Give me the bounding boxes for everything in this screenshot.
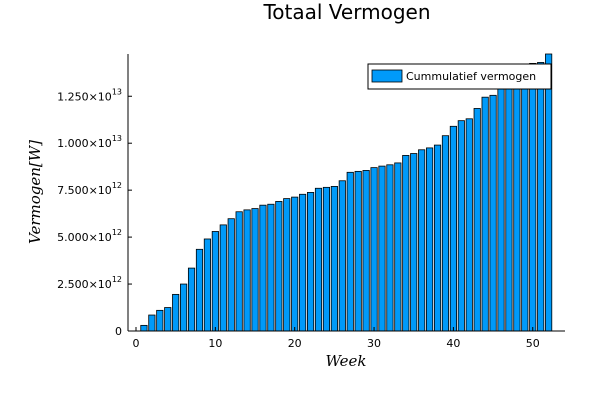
bar-week-29	[362, 170, 370, 332]
y-tick-label: 0	[115, 325, 122, 338]
bar-week-36	[418, 149, 426, 332]
bar-week-42	[465, 118, 473, 332]
bar-week-46	[497, 88, 505, 332]
bar-week-26	[338, 180, 346, 332]
bar-week-22	[306, 192, 315, 332]
bar-week-24	[322, 186, 331, 332]
y-tick-label: 1.250×1013	[57, 87, 122, 103]
bar-week-30	[370, 167, 378, 332]
bar-week-27	[346, 171, 354, 332]
bar-week-48	[513, 78, 521, 332]
y-tick-label: 2.500×1012	[57, 275, 122, 291]
legend: Cummulatief vermogen	[367, 63, 552, 90]
bar-week-17	[267, 203, 275, 332]
x-tick-label: 30	[367, 337, 381, 350]
x-tick-label: 20	[288, 337, 302, 350]
bar-week-43	[473, 108, 481, 332]
x-axis-label: Week	[325, 352, 366, 370]
bars-group	[140, 53, 553, 332]
bar-week-44	[481, 96, 489, 332]
bar-week-38	[433, 144, 442, 332]
y-tick-label: 7.500×1012	[57, 181, 122, 197]
bar-week-40	[449, 125, 457, 332]
x-tick-label: 40	[446, 337, 460, 350]
y-axis-label: Vermogen[W]	[26, 140, 44, 244]
bar-week-37	[426, 147, 434, 332]
bar-week-51	[537, 62, 545, 332]
x-tick-label: 50	[526, 337, 540, 350]
bar-week-21	[299, 193, 307, 332]
bar-week-47	[505, 84, 513, 332]
bar-week-45	[489, 94, 497, 332]
bar-week-35	[410, 153, 418, 332]
bar-week-9	[203, 238, 211, 332]
bar-week-2	[148, 314, 156, 332]
bar-week-20	[291, 196, 299, 332]
bar-week-5	[172, 293, 180, 332]
bar-week-1	[140, 324, 148, 332]
bar-week-18	[275, 201, 283, 332]
bar-week-6	[180, 283, 188, 332]
bar-week-28	[354, 170, 362, 332]
bar-week-3	[156, 309, 164, 332]
x-tick-label: 0	[133, 337, 140, 350]
bar-week-25	[330, 185, 338, 332]
bar-week-4	[164, 307, 172, 332]
bar-week-13	[235, 211, 243, 332]
bar-week-49	[521, 75, 529, 332]
bar-week-16	[259, 204, 267, 332]
chart-title: Totaal Vermogen	[262, 0, 430, 24]
bar-week-12	[227, 218, 235, 332]
bar-week-14	[243, 209, 251, 332]
x-ticks-group: 0 10 20 30 40 50	[133, 327, 540, 350]
bar-week-33	[394, 162, 402, 332]
bar-week-34	[402, 155, 410, 332]
bar-week-7	[187, 267, 196, 332]
legend-label: Cummulatief vermogen	[406, 70, 536, 83]
bar-week-41	[457, 120, 465, 332]
bar-week-11	[219, 224, 227, 332]
bar-week-10	[211, 231, 219, 332]
bar-week-15	[251, 208, 259, 332]
bar-week-23	[314, 187, 323, 332]
bar-week-52	[545, 53, 553, 332]
legend-swatch	[371, 69, 403, 83]
y-tick-label: 1.000×1013	[57, 134, 122, 150]
bar-week-31	[378, 165, 386, 332]
y-ticks-group: 0 2.500×1012 5.000×1012 7.500×1012 1.000×101…	[57, 87, 132, 338]
bar-week-19	[283, 198, 291, 332]
bar-week-32	[386, 164, 394, 332]
y-tick-label: 5.000×1012	[57, 228, 122, 244]
bar-week-39	[441, 135, 450, 332]
x-tick-label: 10	[208, 337, 222, 350]
bar-week-50	[529, 62, 537, 332]
bar-week-8	[195, 248, 204, 332]
